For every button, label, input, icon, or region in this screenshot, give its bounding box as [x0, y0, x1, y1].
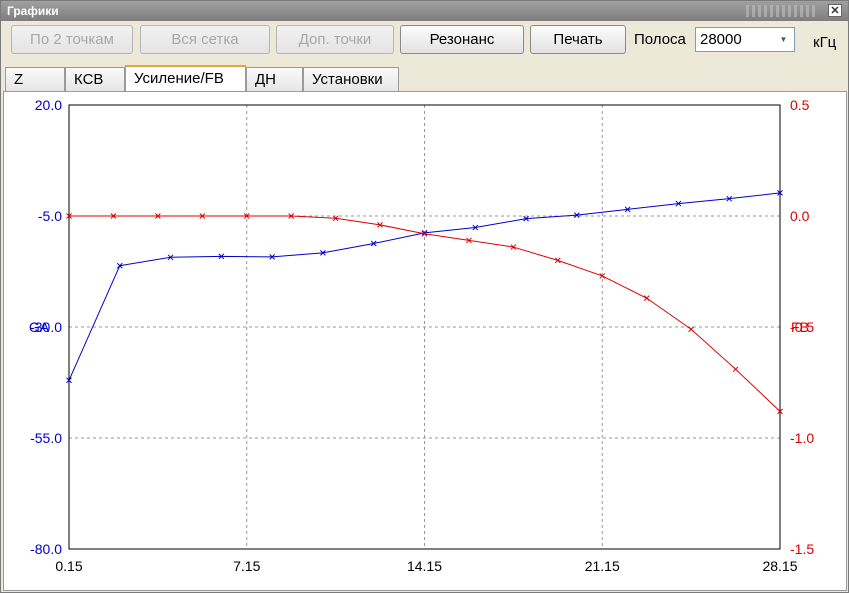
tab-settings[interactable]: Установки [303, 67, 399, 91]
data-point-fb [199, 213, 206, 219]
data-point-fb [332, 215, 339, 222]
resonance-button[interactable]: Резонанс [400, 25, 524, 54]
data-point-ga [624, 206, 631, 213]
data-point-ga [675, 200, 682, 207]
right-tick-label: 0.5 [790, 97, 810, 113]
data-point-ga [574, 212, 580, 218]
left-axis-label: GA [29, 319, 50, 335]
data-point-fb [288, 213, 295, 219]
data-point-fb [377, 222, 383, 228]
data-point-ga [777, 190, 783, 196]
band-select[interactable]: 28000 ▼ [695, 27, 795, 52]
plot-frame [68, 104, 781, 550]
tab-z[interactable]: Z [5, 67, 65, 91]
data-point-fb [110, 213, 117, 219]
data-point-fb [732, 366, 739, 373]
band-value: 28000 [700, 31, 742, 48]
data-point-fb [243, 213, 250, 219]
left-tick-label: -80.0 [30, 541, 62, 557]
two-points-button[interactable]: По 2 точкам [11, 25, 133, 54]
right-tick-label: 0.0 [790, 208, 810, 224]
extra-points-button[interactable]: Доп. точки [276, 25, 394, 54]
data-point-fb [466, 237, 472, 244]
data-point-ga [66, 377, 72, 384]
x-tick-label: 0.15 [55, 558, 82, 574]
data-point-ga [218, 253, 225, 260]
right-tick-label: -1.5 [790, 541, 814, 557]
all-grid-button[interactable]: Вся сетка [140, 25, 270, 54]
data-point-ga [472, 224, 479, 231]
data-point-ga [523, 215, 529, 222]
data-point-ga [726, 195, 733, 202]
left-tick-label: -5.0 [38, 208, 62, 224]
data-point-ga [116, 262, 123, 269]
chart-panel: 20.0 -5.0 -30.0 -55.0 -80.0 0.5 0.0 -0.5 -1.0 -1.… [3, 91, 847, 591]
data-point-ga [370, 240, 377, 247]
right-axis-label: FB [791, 319, 809, 335]
title-bar[interactable]: Графики ✕ [1, 1, 848, 21]
data-point-fb [510, 244, 517, 250]
data-point-fb [554, 257, 561, 264]
tab-swr[interactable]: КСВ [65, 67, 125, 91]
band-unit: кГц [813, 34, 837, 51]
right-tick-label: -0.5 [790, 319, 814, 335]
tab-pattern[interactable]: ДН [246, 67, 303, 91]
title-grip [746, 5, 816, 17]
chevron-down-icon[interactable]: ▼ [779, 35, 788, 44]
data-point-fb [777, 408, 783, 415]
data-point-ga [421, 230, 428, 236]
data-point-fb [66, 213, 72, 219]
data-point-fb [421, 230, 428, 237]
close-icon[interactable]: ✕ [828, 4, 842, 17]
left-tick-label: 20.0 [35, 97, 62, 113]
x-tick-label: 28.15 [762, 558, 797, 574]
right-tick-label: -1.0 [790, 430, 814, 446]
data-point-ga [320, 249, 326, 256]
window-title: Графики [7, 4, 59, 18]
left-tick-label: -55.0 [30, 430, 62, 446]
gain-fb-chart: 20.0 -5.0 -30.0 -55.0 -80.0 0.5 0.0 -0.5 -1.0 -1.… [29, 97, 814, 574]
left-tick-label: -30.0 [30, 319, 62, 335]
data-point-ga [167, 254, 174, 261]
tab-gain-fb[interactable]: Усиление/FB [125, 65, 246, 92]
x-tick-label: 14.15 [407, 558, 442, 574]
data-point-fb [688, 326, 694, 333]
data-point-fb [599, 273, 606, 279]
band-label: Полоса [634, 31, 686, 48]
data-point-fb [643, 295, 650, 301]
data-point-ga [269, 253, 275, 260]
print-button[interactable]: Печать [530, 25, 626, 54]
x-tick-label: 7.15 [233, 558, 260, 574]
x-tick-label: 21.15 [585, 558, 620, 574]
data-point-fb [155, 213, 161, 219]
